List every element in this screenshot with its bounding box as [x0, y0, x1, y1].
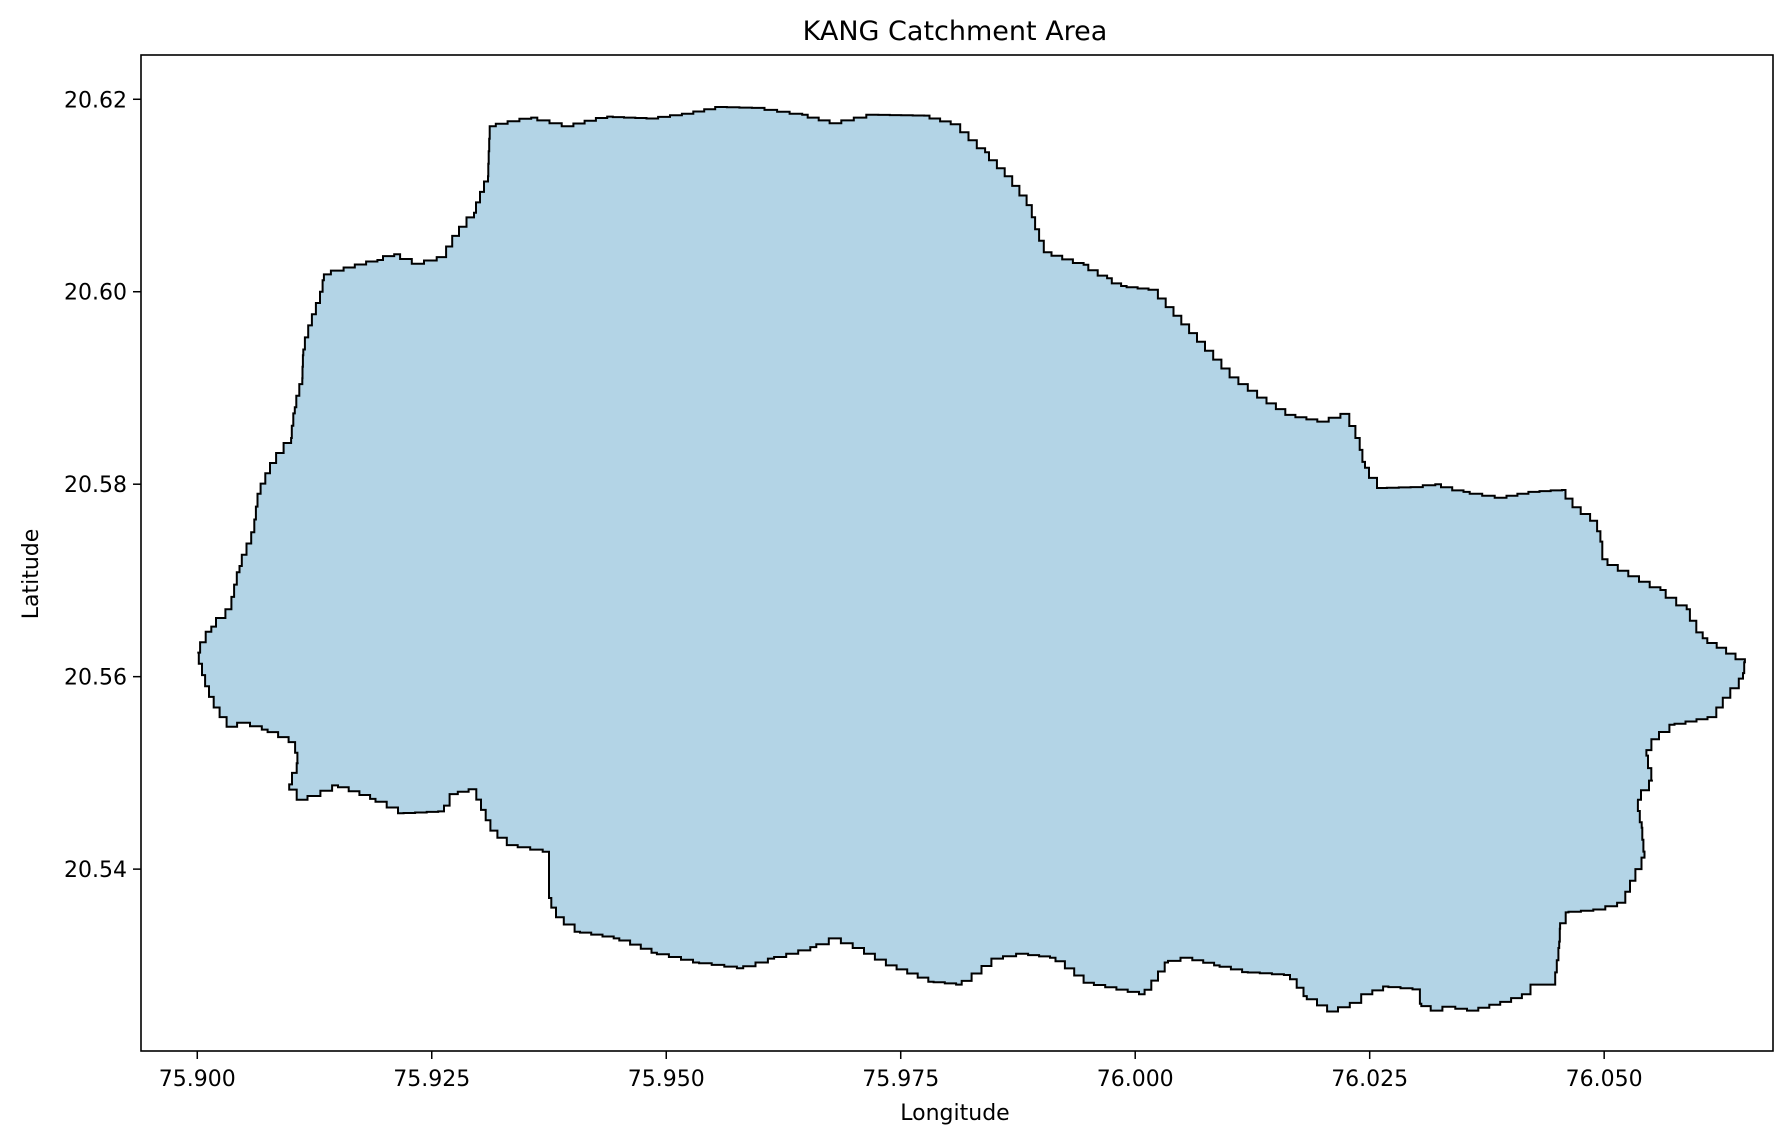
- x-tick-label: 75.900: [159, 1067, 236, 1092]
- x-tick-label: 76.000: [1097, 1067, 1174, 1092]
- plot-frame: [140, 54, 1774, 1052]
- x-tick-label: 75.975: [862, 1067, 939, 1092]
- x-tick-label: 76.050: [1566, 1067, 1643, 1092]
- y-axis-ticks: 20.54 20.56 20.58 20.60 20.62: [64, 88, 141, 883]
- y-tick-label: 20.54: [64, 858, 127, 883]
- y-tick-label: 20.60: [64, 281, 127, 306]
- x-tick-label: 75.950: [628, 1067, 705, 1092]
- y-tick-label: 20.58: [64, 473, 127, 498]
- x-axis-title: Longitude: [900, 1101, 1009, 1126]
- chart-title: KANG Catchment Area: [803, 16, 1108, 47]
- x-tick-label: 75.925: [393, 1067, 470, 1092]
- y-tick-label: 20.56: [64, 666, 127, 691]
- catchment-area: [197, 106, 1746, 1013]
- x-tick-label: 76.025: [1331, 1067, 1408, 1092]
- y-tick-label: 20.62: [64, 88, 127, 113]
- y-axis-title: Latitude: [19, 529, 44, 620]
- x-axis-ticks: 75.900 75.925 75.950 75.975 76.000 76.025 76.0…: [159, 1051, 1643, 1092]
